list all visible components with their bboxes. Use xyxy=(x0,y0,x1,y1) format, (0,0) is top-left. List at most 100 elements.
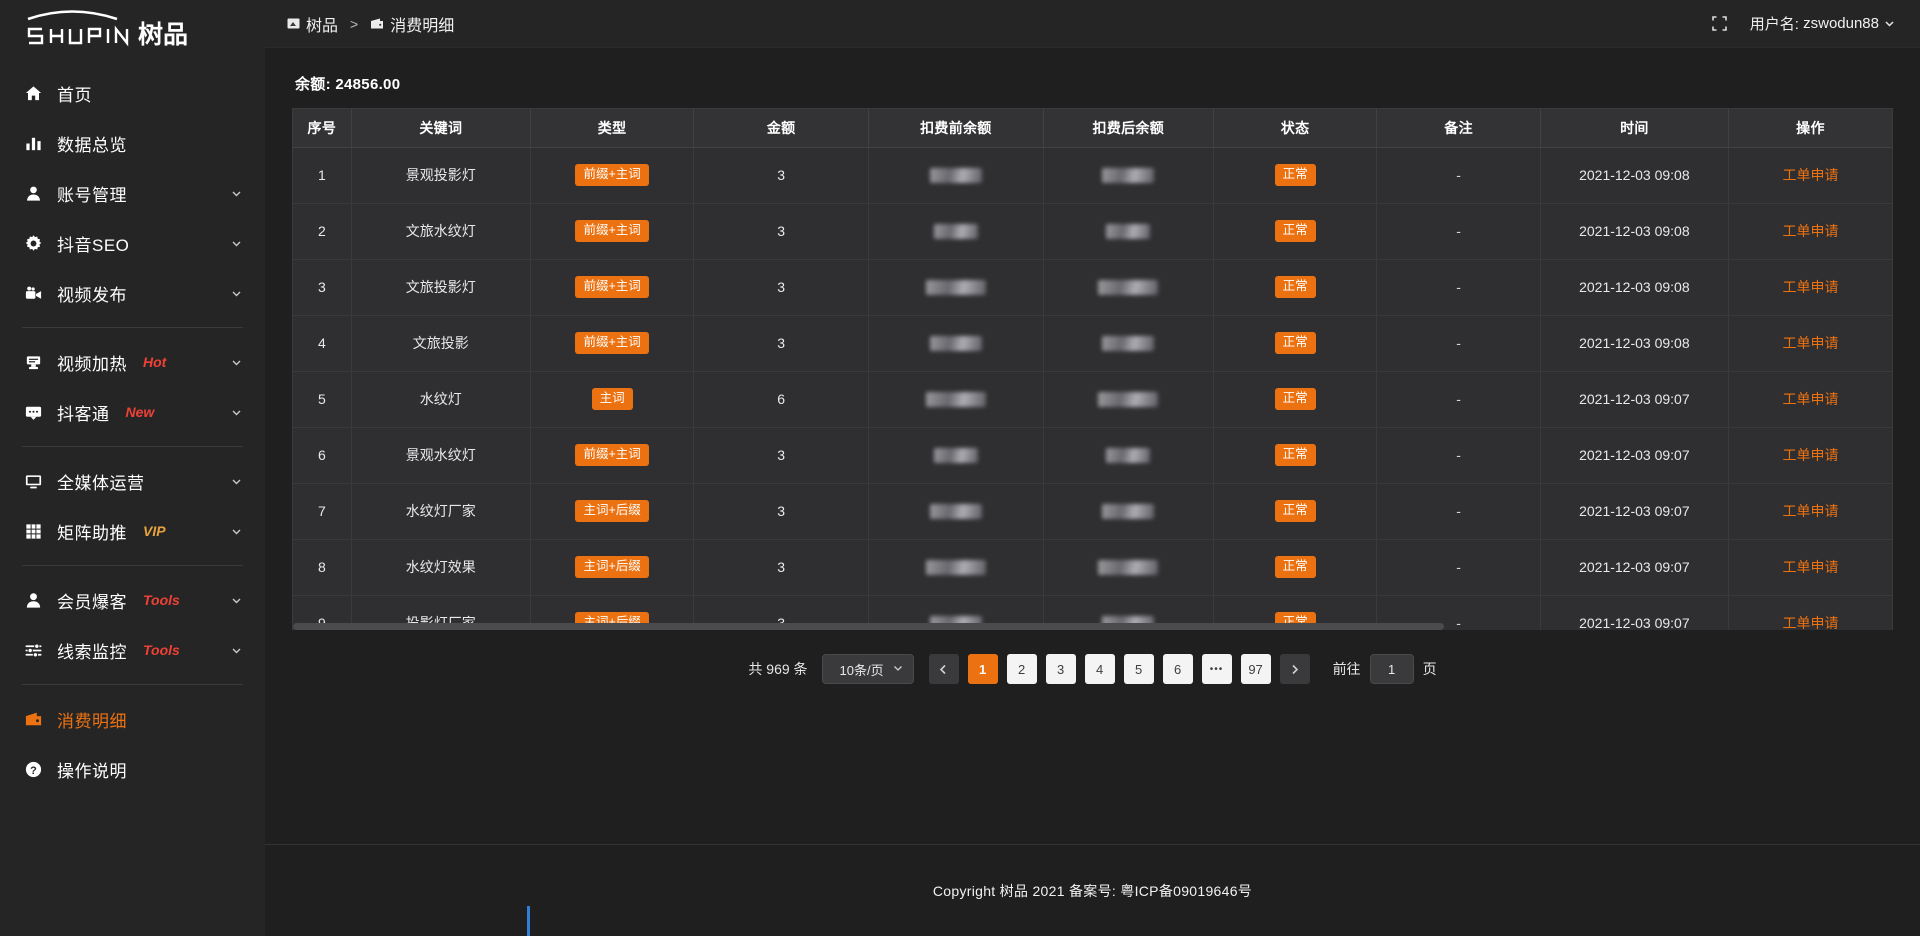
redacted-value xyxy=(925,560,986,576)
ticket-apply-link[interactable]: 工单申请 xyxy=(1782,391,1839,407)
sidebar-item-6[interactable]: 视频加热 Hot xyxy=(0,337,265,387)
sidebar-divider xyxy=(22,446,243,447)
cell-balance-before xyxy=(868,539,1044,596)
ticket-apply-link[interactable]: 工单申请 xyxy=(1782,503,1839,519)
breadcrumb-item-root[interactable]: 树品 xyxy=(287,12,338,36)
chevron-right-icon xyxy=(1292,664,1299,674)
sidebar-item-12[interactable]: 消费明细 xyxy=(0,694,265,744)
sidebar-item-badge: Tools xyxy=(143,642,180,658)
sidebar-item-13[interactable]: ? 操作说明 xyxy=(0,744,265,794)
cell-keyword: 水纹灯 xyxy=(351,371,531,428)
sidebar-item-4[interactable]: 抖音SEO xyxy=(0,218,265,268)
question-icon: ? xyxy=(22,758,44,780)
sidebar-item-2[interactable]: 数据总览 xyxy=(0,118,265,168)
cell-balance-before xyxy=(868,203,1044,260)
cell-time: 2021-12-03 09:08 xyxy=(1540,315,1729,372)
pagination-page-5[interactable]: 5 xyxy=(1123,654,1154,684)
sidebar-item-label: 抖音SEO xyxy=(57,235,130,255)
pagination-page-1[interactable]: 1 xyxy=(967,654,998,684)
sidebar-item-label: 全媒体运营 xyxy=(57,473,145,493)
wallet-icon xyxy=(370,17,384,30)
cell-type: 主词+后缀 xyxy=(530,539,695,596)
cell-status: 正常 xyxy=(1213,259,1378,316)
cell-balance-after xyxy=(1043,539,1214,596)
cell-type: 主词+后缀 xyxy=(530,483,695,540)
ticket-apply-link[interactable]: 工单申请 xyxy=(1782,279,1839,295)
pagination-page-3[interactable]: 3 xyxy=(1045,654,1076,684)
sidebar-item-8[interactable]: 全媒体运营 xyxy=(0,456,265,506)
ticket-apply-link[interactable]: 工单申请 xyxy=(1782,615,1839,630)
sidebar-item-3[interactable]: 账号管理 xyxy=(0,168,265,218)
redacted-value xyxy=(1102,504,1155,520)
cell-operation: 工单申请 xyxy=(1728,203,1892,260)
wallet-icon xyxy=(22,708,44,730)
sidebar-item-label: 矩阵助推 xyxy=(57,523,127,543)
page-size-select[interactable]: 10条/页 xyxy=(821,654,914,684)
balance-value: 24856.00 xyxy=(335,76,401,93)
ticket-apply-link[interactable]: 工单申请 xyxy=(1782,223,1839,239)
main-area: 树品 > 消费明细 用户名: zswodun88 xyxy=(265,0,1920,936)
redacted-value xyxy=(933,448,978,464)
sidebar-item-label: 账号管理 xyxy=(57,185,127,205)
pagination-page-6[interactable]: 6 xyxy=(1162,654,1193,684)
pagination-page-97[interactable]: 97 xyxy=(1240,654,1271,684)
table-column-header-7: 状态 xyxy=(1213,109,1378,148)
goto-label: 前往 xyxy=(1332,661,1361,677)
ticket-apply-link[interactable]: 工单申请 xyxy=(1782,447,1839,463)
sidebar-item-7[interactable]: 抖客通 New xyxy=(0,387,265,437)
sidebar-item-5[interactable]: 视频发布 xyxy=(0,268,265,318)
pagination-next-button[interactable] xyxy=(1279,654,1310,684)
cell-amount: 3 xyxy=(693,315,870,372)
goto-page-input[interactable] xyxy=(1369,654,1414,684)
cell-balance-after xyxy=(1043,147,1214,204)
cell-amount: 3 xyxy=(693,483,870,540)
cell-keyword: 景观投影灯 xyxy=(351,147,531,204)
pagination-ellipsis[interactable]: ••• xyxy=(1201,654,1232,684)
type-badge: 主词+后缀 xyxy=(575,500,649,522)
cell-type: 前缀+主词 xyxy=(530,427,695,484)
ticket-apply-link[interactable]: 工单申请 xyxy=(1782,167,1839,183)
user-menu[interactable]: 用户名: zswodun88 xyxy=(1750,13,1896,34)
table-body: 1 景观投影灯 前缀+主词 3 正常 -2021-12-03 09:08 工单申请 2 文旅水纹… xyxy=(293,147,1892,630)
fullscreen-icon[interactable] xyxy=(1711,15,1728,32)
page-size-value: 10条/页 xyxy=(839,662,884,678)
type-badge: 主词 xyxy=(591,388,633,410)
cell-operation: 工单申请 xyxy=(1728,539,1892,596)
cell-balance-before xyxy=(868,259,1044,316)
pagination-page-4[interactable]: 4 xyxy=(1084,654,1115,684)
cell-time: 2021-12-03 09:07 xyxy=(1540,371,1729,428)
redacted-value xyxy=(933,224,978,240)
user-name: zswodun88 xyxy=(1803,15,1879,32)
cell-status: 正常 xyxy=(1213,315,1378,372)
sidebar-item-label: 视频加热 xyxy=(57,354,127,374)
redacted-value xyxy=(1102,168,1155,184)
sidebar-item-10[interactable]: 会员爆客 Tools xyxy=(0,575,265,625)
sidebar-item-9[interactable]: 矩阵助推 VIP xyxy=(0,506,265,556)
table-column-header-10: 操作 xyxy=(1728,109,1892,148)
cell-status: 正常 xyxy=(1213,539,1378,596)
ticket-apply-link[interactable]: 工单申请 xyxy=(1782,335,1839,351)
cell-time: 2021-12-03 09:08 xyxy=(1540,147,1729,204)
app-icon xyxy=(287,17,300,30)
table-row: 1 景观投影灯 前缀+主词 3 正常 -2021-12-03 09:08 工单申请 xyxy=(293,147,1892,204)
cell-balance-before xyxy=(868,315,1044,372)
table-horizontal-scrollbar[interactable] xyxy=(293,623,1892,630)
status-badge: 正常 xyxy=(1274,276,1316,298)
sidebar-item-badge: Hot xyxy=(143,354,167,370)
type-badge: 前缀+主词 xyxy=(575,164,649,186)
cell-operation: 工单申请 xyxy=(1728,427,1892,484)
breadcrumb-item-current[interactable]: 消费明细 xyxy=(370,12,454,36)
sidebar-divider xyxy=(22,327,243,328)
cell-time: 2021-12-03 09:07 xyxy=(1540,595,1729,630)
ticket-apply-link[interactable]: 工单申请 xyxy=(1782,559,1839,575)
pagination-prev-button[interactable] xyxy=(928,654,959,684)
pagination-page-2[interactable]: 2 xyxy=(1006,654,1037,684)
sidebar-item-11[interactable]: 线索监控 Tools xyxy=(0,625,265,675)
cell-type: 主词 xyxy=(530,371,695,428)
sidebar-item-1[interactable]: 首页 xyxy=(0,68,265,118)
bar-chart-icon xyxy=(22,132,44,154)
table-row: 8 水纹灯效果 主词+后缀 3 正常 -2021-12-03 09:07 工单申请 xyxy=(293,539,1892,596)
brand-logo[interactable]: 树品 xyxy=(0,0,265,58)
cell-balance-after xyxy=(1043,427,1214,484)
